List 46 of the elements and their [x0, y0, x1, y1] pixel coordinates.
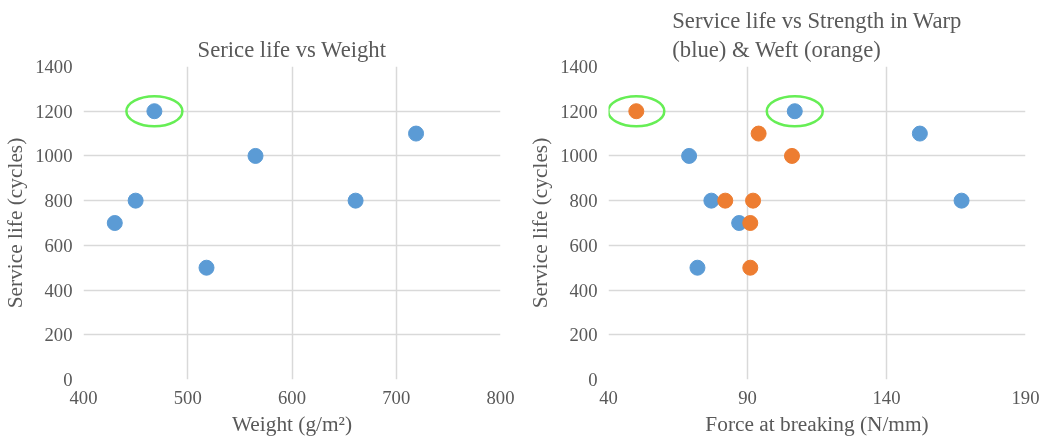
x-tick-label: 140 [872, 386, 901, 408]
y-tick-label: 600 [44, 234, 73, 256]
point [783, 147, 800, 164]
y-axis-title: Service life (cycles) [528, 137, 553, 309]
point [347, 192, 364, 209]
point [742, 259, 759, 276]
y-tick-label: 800 [569, 190, 598, 212]
point [745, 192, 762, 209]
y-tick-label: 1000 [560, 145, 598, 167]
x-tick-label: 40 [599, 386, 618, 408]
point [703, 192, 720, 209]
point [911, 125, 928, 142]
y-tick-label: 400 [569, 279, 598, 301]
x-tick-label: 190 [1011, 386, 1040, 408]
chart-title: Service life vs Strength in Warp (blue) & Weft (orange) [672, 7, 962, 62]
point [408, 125, 425, 142]
y-tick-label: 0 [588, 369, 598, 390]
point [198, 259, 215, 276]
y-tick-label: 1400 [560, 56, 598, 77]
y-tick-label: 1400 [35, 56, 73, 77]
y-axis-title: Service life (cycles) [3, 137, 28, 309]
x-axis-title: Force at breaking (N/mm) [705, 411, 929, 436]
y-tick-label: 1200 [35, 100, 73, 122]
point [247, 147, 264, 164]
x-tick-label: 500 [173, 386, 202, 408]
y-tick-label: 1200 [560, 100, 598, 122]
point [106, 215, 123, 231]
y-tick-label: 1000 [35, 145, 73, 167]
x-tick-label: 600 [278, 386, 306, 408]
point [681, 147, 698, 164]
point [953, 192, 970, 209]
point [127, 192, 144, 209]
point [689, 259, 706, 276]
x-tick-label: 700 [382, 386, 411, 408]
point [742, 215, 759, 231]
x-tick-label: 90 [738, 386, 757, 408]
point [717, 192, 734, 209]
x-axis-title: Weight (g/m²) [231, 411, 353, 436]
y-tick-label: 200 [569, 324, 598, 346]
chart-title: Serice life vs Weight [197, 36, 387, 62]
y-tick-label: 800 [44, 190, 73, 212]
point [750, 125, 767, 142]
y-tick-label: 400 [44, 279, 73, 301]
x-tick-label: 800 [486, 386, 515, 408]
y-tick-label: 600 [569, 234, 598, 256]
y-tick-label: 200 [44, 324, 73, 346]
